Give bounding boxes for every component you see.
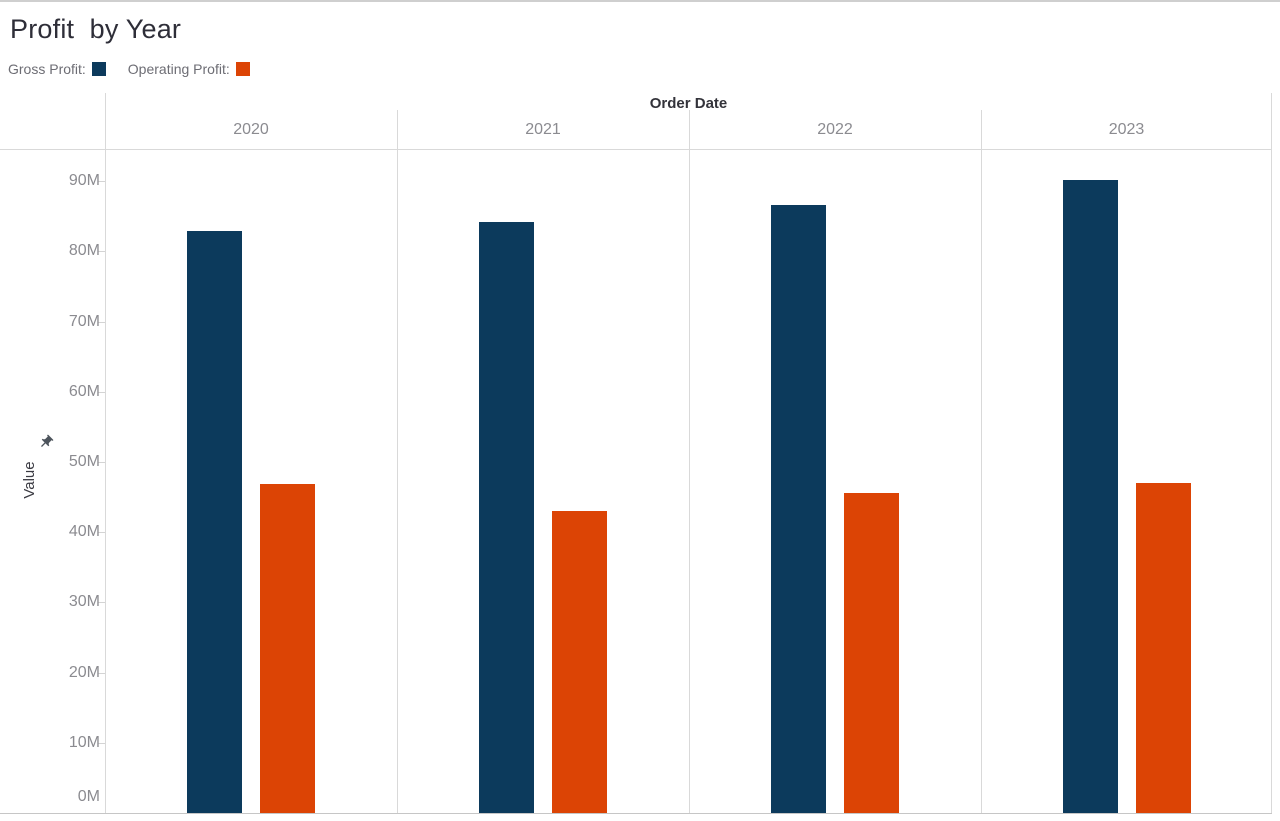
column-header-2020[interactable]: 2020 — [233, 121, 269, 138]
y-axis-line — [105, 93, 106, 813]
y-tick-label-10M: 10M — [68, 734, 100, 751]
y-tick-label-90M: 90M — [68, 172, 100, 189]
y-tick-mark — [98, 322, 105, 323]
panel-divider — [981, 110, 982, 813]
y-tick-label-60M: 60M — [68, 383, 100, 400]
column-header-2022[interactable]: 2022 — [817, 121, 853, 138]
bar-gross-profit-2021[interactable] — [479, 222, 534, 813]
bar-operating-profit-2021[interactable] — [552, 511, 607, 813]
panel-divider — [397, 110, 398, 813]
y-tick-mark — [98, 743, 105, 744]
chart-title: Profit by Year — [10, 14, 182, 44]
legend-swatch-operating-profit[interactable] — [235, 62, 250, 76]
bar-operating-profit-2022[interactable] — [844, 493, 899, 813]
y-tick-label-0M: 0M — [77, 788, 100, 805]
panel-divider — [689, 110, 690, 813]
y-tick-mark — [98, 462, 105, 463]
y-tick-label-50M: 50M — [68, 453, 100, 470]
column-header-2023[interactable]: 2023 — [1108, 121, 1145, 138]
y-tick-label-40M: 40M — [68, 523, 100, 540]
column-header-2021[interactable]: 2021 — [525, 121, 561, 138]
legend: Gross Profit: Operating Profit: — [8, 61, 272, 77]
y-tick-mark — [98, 673, 105, 674]
y-tick-label-70M: 70M — [68, 313, 100, 330]
y-tick-label-30M: 30M — [68, 593, 100, 610]
bar-gross-profit-2020[interactable] — [187, 231, 242, 813]
bar-operating-profit-2020[interactable] — [260, 484, 315, 813]
legend-label-operating-profit: Operating Profit: — [127, 61, 230, 77]
y-tick-label-80M: 80M — [68, 242, 100, 259]
header-underline — [0, 149, 1272, 150]
x-axis-line — [0, 813, 1272, 814]
y-tick-mark — [98, 181, 105, 182]
y-tick-mark — [98, 392, 105, 393]
y-tick-label-20M: 20M — [68, 664, 100, 681]
y-tick-mark — [98, 532, 105, 533]
bar-gross-profit-2023[interactable] — [1063, 180, 1118, 813]
top-border — [0, 0, 1280, 2]
legend-label-gross-profit: Gross Profit: — [8, 61, 86, 77]
legend-swatch-gross-profit[interactable] — [91, 62, 106, 76]
pin-icon — [35, 431, 58, 454]
column-field-header[interactable]: Order Date — [649, 95, 728, 112]
bar-operating-profit-2023[interactable] — [1136, 483, 1191, 813]
bar-gross-profit-2022[interactable] — [771, 205, 826, 813]
y-tick-mark — [98, 602, 105, 603]
y-tick-mark — [98, 251, 105, 252]
right-border-line — [1271, 93, 1272, 813]
